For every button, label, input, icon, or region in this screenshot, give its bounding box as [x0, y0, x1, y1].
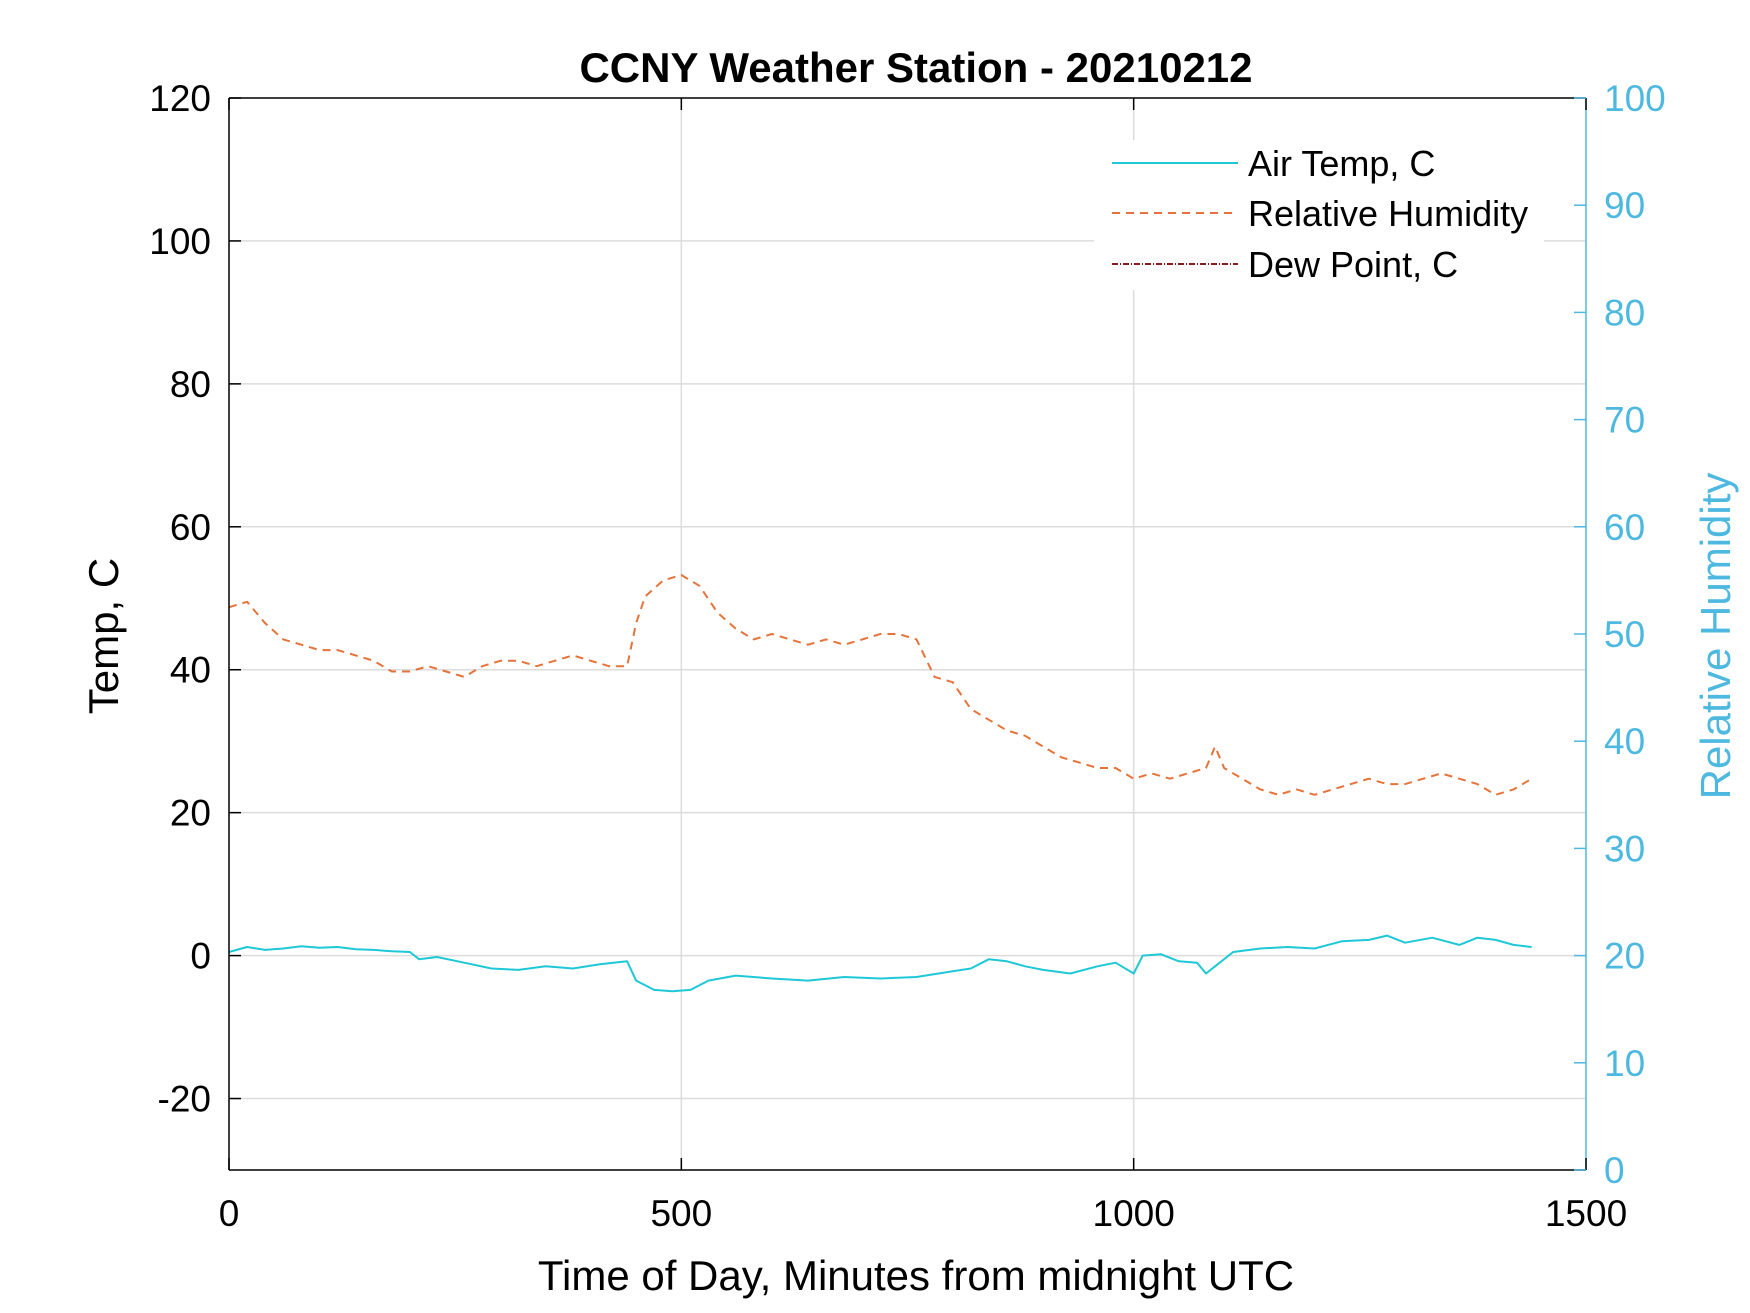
legend-label-air-temp: Air Temp, C — [1248, 143, 1435, 184]
legend: Air Temp, C Relative Humidity Dew Point,… — [1094, 140, 1544, 290]
y-right-tick-label: 30 — [1604, 828, 1645, 869]
x-tick-label: 500 — [650, 1193, 712, 1234]
x-tick-label: 1500 — [1545, 1193, 1627, 1234]
chart-title: CCNY Weather Station - 20210212 — [579, 44, 1252, 91]
y-right-tick-label: 0 — [1604, 1150, 1625, 1191]
y-right-tick-label: 10 — [1604, 1043, 1645, 1084]
tick-labels: 0 500 1000 1500 -20 0 20 40 60 80 100 120 0 10 20 30 40 5… — [149, 78, 1665, 1234]
y-axis-left-label: Temp, C — [80, 558, 127, 714]
y-left-tick-label: 120 — [149, 78, 211, 119]
y-right-tick-label: 40 — [1604, 721, 1645, 762]
x-tick-label: 0 — [219, 1193, 240, 1234]
grid-lines — [229, 98, 1586, 1170]
y-left-tick-label: 20 — [170, 793, 211, 834]
series-lines — [228, 574, 1533, 993]
relative-humidity-line — [228, 574, 1533, 796]
y-left-tick-label: 80 — [170, 364, 211, 405]
y-right-tick-label: 80 — [1604, 292, 1645, 333]
y-right-tick-label: 20 — [1604, 936, 1645, 977]
x-tick-label: 1000 — [1093, 1193, 1175, 1234]
axes — [228, 97, 1587, 1171]
y-right-tick-label: 50 — [1604, 614, 1645, 655]
x-axis-label: Time of Day, Minutes from midnight UTC — [538, 1252, 1294, 1299]
y-left-tick-label: 100 — [149, 221, 211, 262]
y-axis-right-label: Relative Humidity — [1692, 473, 1739, 800]
y-left-tick-label: 60 — [170, 507, 211, 548]
y-right-tick-label: 70 — [1604, 400, 1645, 441]
legend-label-dew-point: Dew Point, C — [1248, 244, 1458, 285]
y-right-tick-label: 60 — [1604, 507, 1645, 548]
y-left-tick-label: -20 — [158, 1079, 211, 1120]
air-temp-line — [228, 934, 1532, 993]
y-right-tick-label: 100 — [1604, 78, 1666, 119]
y-left-tick-label: 0 — [190, 936, 211, 977]
y-left-tick-label: 40 — [170, 650, 211, 691]
legend-label-relative-humidity: Relative Humidity — [1248, 193, 1528, 234]
y-right-tick-label: 90 — [1604, 185, 1645, 226]
